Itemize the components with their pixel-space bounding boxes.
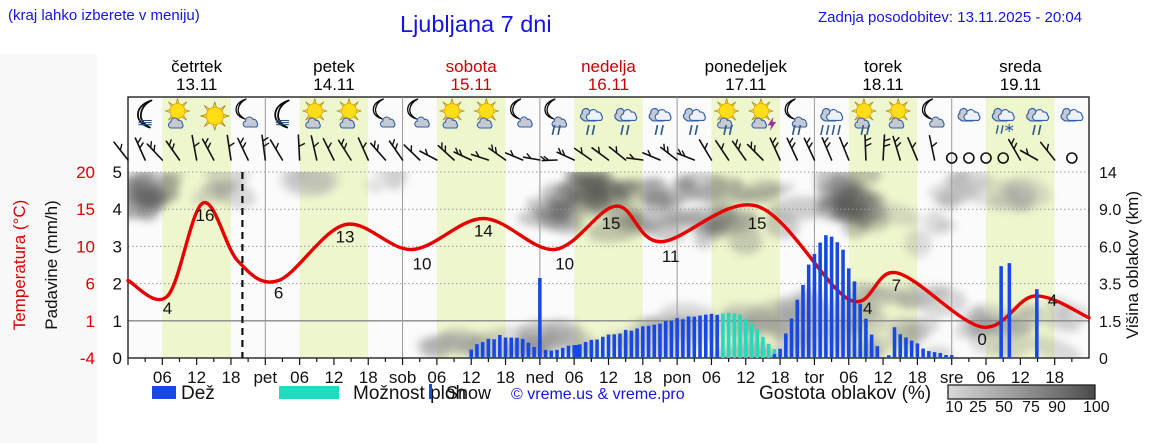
svg-text:14: 14 <box>474 222 493 241</box>
svg-text:0: 0 <box>1099 351 1108 368</box>
svg-text:15: 15 <box>76 200 95 219</box>
svg-text:13: 13 <box>336 228 355 247</box>
svg-text:18: 18 <box>1045 368 1064 387</box>
svg-text:4: 4 <box>113 200 122 219</box>
svg-text:06: 06 <box>153 368 172 387</box>
svg-text:4: 4 <box>163 299 172 318</box>
svg-text:pet: pet <box>253 368 277 387</box>
svg-text:15: 15 <box>748 214 767 233</box>
svg-text:50: 50 <box>995 399 1013 416</box>
svg-text:06: 06 <box>565 368 584 387</box>
svg-text:1: 1 <box>113 312 122 331</box>
svg-text:18: 18 <box>633 368 652 387</box>
svg-text:10: 10 <box>555 255 574 274</box>
svg-text:10: 10 <box>945 399 963 416</box>
svg-text:6: 6 <box>86 275 95 294</box>
svg-text:18: 18 <box>222 368 241 387</box>
svg-text:12: 12 <box>324 368 343 387</box>
svg-text:12: 12 <box>736 368 755 387</box>
svg-text:sre: sre <box>940 368 964 387</box>
svg-text:3: 3 <box>113 237 122 256</box>
svg-text:90: 90 <box>1048 399 1066 416</box>
svg-text:5: 5 <box>113 163 122 182</box>
svg-text:-4: -4 <box>80 349 95 368</box>
svg-text:2: 2 <box>113 275 122 294</box>
svg-text:© vreme.us & vreme.pro: © vreme.us & vreme.pro <box>511 386 685 403</box>
svg-text:6.0: 6.0 <box>1099 239 1121 256</box>
svg-text:15: 15 <box>602 214 621 233</box>
svg-text:1.5: 1.5 <box>1099 314 1121 331</box>
svg-text:06: 06 <box>977 368 996 387</box>
svg-text:10: 10 <box>413 255 432 274</box>
svg-text:25: 25 <box>969 399 987 416</box>
svg-text:Gostota oblakov (%): Gostota oblakov (%) <box>759 383 931 404</box>
svg-text:11: 11 <box>662 247 680 266</box>
svg-text:Dež: Dež <box>181 383 215 404</box>
svg-text:12: 12 <box>599 368 618 387</box>
svg-text:20: 20 <box>76 163 95 182</box>
svg-text:Padavine (mm/h): Padavine (mm/h) <box>42 200 61 329</box>
svg-text:ned: ned <box>526 368 554 387</box>
svg-text:9.0: 9.0 <box>1099 202 1121 219</box>
svg-text:06: 06 <box>290 368 309 387</box>
svg-text:3.5: 3.5 <box>1099 277 1121 294</box>
svg-text:18: 18 <box>496 368 515 387</box>
svg-text:pon: pon <box>663 368 691 387</box>
svg-text:Temperatura (°C): Temperatura (°C) <box>10 200 29 331</box>
svg-text:10: 10 <box>76 237 95 256</box>
svg-text:06: 06 <box>702 368 721 387</box>
svg-text:7: 7 <box>892 276 901 295</box>
svg-text:1: 1 <box>86 312 95 331</box>
svg-text:75: 75 <box>1022 399 1040 416</box>
svg-text:14: 14 <box>1099 165 1117 182</box>
svg-text:6: 6 <box>274 284 283 303</box>
svg-text:16: 16 <box>195 206 214 225</box>
svg-text:0: 0 <box>113 349 122 368</box>
svg-text:Višina oblakov (km): Višina oblakov (km) <box>1123 191 1142 339</box>
svg-text:4: 4 <box>1048 291 1057 310</box>
svg-text:Snow: Snow <box>446 383 492 403</box>
svg-text:100: 100 <box>1083 399 1110 416</box>
svg-text:12: 12 <box>1011 368 1030 387</box>
svg-text:0: 0 <box>977 330 986 349</box>
svg-text:4: 4 <box>863 299 872 318</box>
